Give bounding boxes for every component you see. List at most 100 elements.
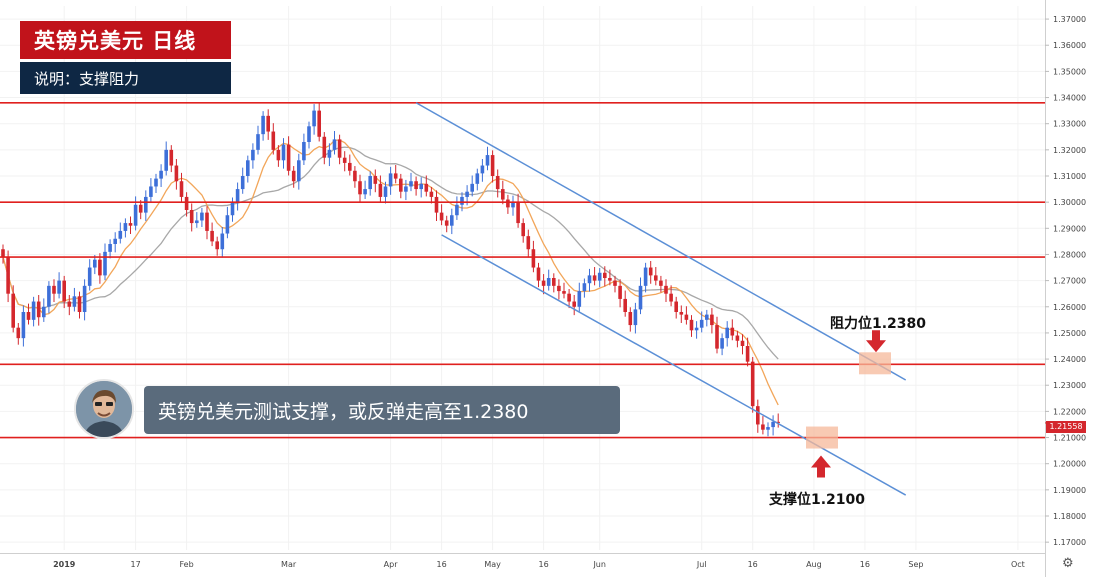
time-axis[interactable]: 2019 17 Feb Mar Apr 16 May 16 Jun Jul 16 Aug 16 Sep Oc… (0, 553, 1045, 570)
candle-down (439, 212, 444, 221)
candle-down (342, 157, 347, 163)
candle-up (149, 186, 153, 197)
time-tick-label: Aug (806, 560, 822, 569)
candle-down (715, 325, 719, 349)
candle-down (210, 230, 214, 242)
candle-up (638, 285, 643, 310)
candle-up (460, 196, 464, 205)
candle-down (490, 155, 495, 176)
gear-icon[interactable]: ⚙ (1062, 556, 1074, 571)
candle-down (317, 110, 321, 137)
candle-down (592, 275, 597, 281)
price-tick-label: 1.36000 (1053, 41, 1086, 50)
candle-down (664, 285, 668, 294)
candle-up (455, 204, 459, 216)
candle-up (256, 134, 260, 150)
trend-channel (415, 102, 907, 496)
candle-up (409, 181, 413, 187)
candle-up (108, 244, 112, 252)
support-highlight (806, 426, 838, 449)
candle-down (674, 301, 678, 312)
candle-up (388, 173, 393, 187)
candle-down (6, 257, 10, 294)
price-tick-label: 1.21000 (1053, 434, 1086, 443)
candle-down (526, 236, 531, 250)
candle-down (562, 291, 566, 294)
candle-up (246, 160, 250, 176)
candle-up (57, 280, 61, 294)
candle-down (495, 176, 500, 190)
candle-down (750, 361, 755, 407)
candle-up (144, 196, 148, 213)
candle-down (659, 280, 663, 286)
candle-down (756, 406, 760, 425)
candle-down (276, 149, 281, 161)
price-tick-label: 1.23000 (1053, 381, 1086, 390)
channel-line (441, 234, 907, 496)
candle-up (771, 421, 775, 428)
candle-up (643, 267, 648, 286)
price-tick-label: 1.20000 (1053, 460, 1086, 469)
time-tick-label: Jun (592, 560, 606, 569)
price-tick-label: 1.37000 (1053, 15, 1086, 24)
candle-up (368, 176, 372, 190)
candle-up (31, 301, 36, 320)
price-tick-label: 1.24000 (1053, 355, 1086, 364)
candle-down (567, 293, 571, 302)
candle-up (582, 283, 587, 292)
candle-up (694, 327, 699, 331)
price-tick-label: 1.35000 (1053, 67, 1086, 76)
candle-down (393, 173, 398, 179)
candle-down (52, 285, 56, 294)
candle-up (587, 275, 592, 284)
candle-down (730, 327, 735, 336)
candle-down (521, 223, 525, 237)
candles (1, 102, 780, 437)
candle-down (541, 280, 546, 286)
candle-up (87, 267, 92, 286)
candle-down (608, 278, 612, 281)
candle-down (603, 272, 607, 278)
candle-up (766, 427, 770, 430)
candle-up (118, 230, 123, 239)
price-axis[interactable]: 1.17000 1.18000 1.19000 1.20000 1.21000 1.220… (1045, 0, 1086, 577)
candle-down (348, 162, 352, 171)
candle-up (546, 278, 551, 286)
candle-down (11, 293, 15, 328)
price-tick-label: 1.33000 (1053, 120, 1086, 129)
candle-down (444, 220, 449, 226)
candle-down (623, 298, 627, 312)
candle-up (159, 170, 163, 179)
person-icon (76, 381, 132, 437)
price-tick-label: 1.34000 (1053, 94, 1086, 103)
candle-down (174, 165, 179, 182)
candle-down (424, 183, 429, 192)
price-tick-label: 1.26000 (1053, 303, 1086, 312)
candle-up (200, 212, 204, 221)
candle-up (225, 215, 230, 234)
candle-up (103, 251, 107, 276)
candle-down (26, 312, 31, 320)
candle-up (332, 139, 337, 150)
ma-slow-line (2, 146, 779, 360)
candle-down (740, 340, 745, 346)
candle-down (618, 285, 622, 299)
chart-title: 英镑兑美元 日线 (20, 21, 231, 59)
time-tick-label: 16 (860, 560, 870, 569)
price-tick-label: 1.25000 (1053, 329, 1086, 338)
time-tick-label: 16 (437, 560, 447, 569)
candle-up (577, 291, 582, 307)
time-tick-label: 17 (131, 560, 141, 569)
candle-up (705, 314, 709, 320)
candle-down (98, 259, 102, 276)
time-tick-label: Jul (696, 560, 707, 569)
candle-down (669, 293, 673, 302)
candle-up (220, 233, 225, 250)
candle-down (179, 181, 184, 197)
candle-down (679, 312, 684, 315)
candle-down (291, 170, 296, 182)
candle-up (307, 126, 311, 142)
candle-down (77, 296, 82, 312)
candle-down (169, 149, 174, 166)
